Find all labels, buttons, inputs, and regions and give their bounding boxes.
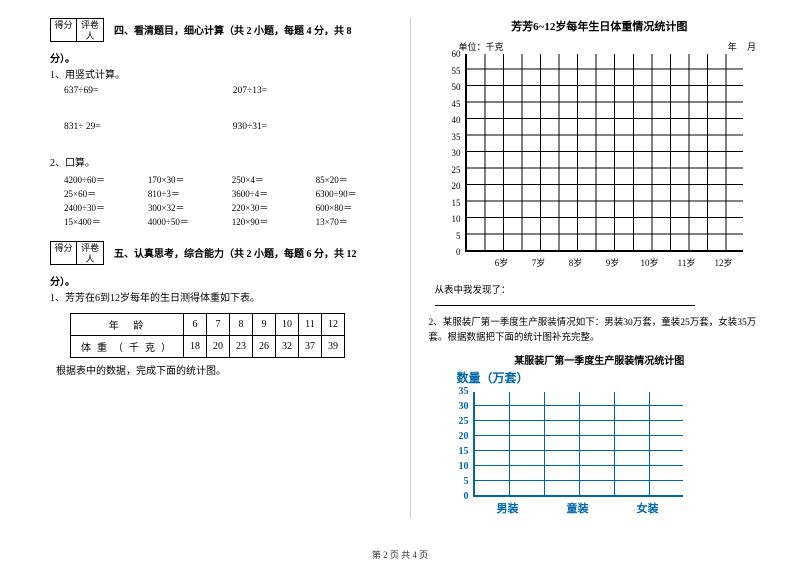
chart2-ytick: 30 bbox=[453, 401, 469, 412]
s5-q2-text: 2、某服装厂第一季度生产服装情况如下：男装30万套，童装25万套，女装35万套。… bbox=[429, 316, 771, 346]
column-divider bbox=[410, 18, 411, 518]
section4-header: 得分 评卷人 四、看清题目，细心计算（共 2 小题，每题 4 分，共 8 bbox=[50, 18, 392, 46]
chart1-ytick: 15 bbox=[443, 198, 461, 208]
observation-line bbox=[435, 296, 695, 306]
grader-label: 评卷人 bbox=[77, 19, 103, 41]
chart2-ytick: 0 bbox=[453, 491, 469, 502]
s4-q2-label: 2、口算。 bbox=[50, 156, 392, 172]
chart2-xtick: 女装 bbox=[637, 500, 659, 516]
score-box-2: 得分 评卷人 bbox=[50, 241, 104, 265]
chart2-xtick: 男装 bbox=[497, 500, 519, 516]
s4-q1-label: 1、用竖式计算。 bbox=[50, 68, 392, 84]
chart2-ytick: 25 bbox=[453, 416, 469, 427]
s4-q1-row1: 637÷69= 207÷13= bbox=[64, 86, 392, 96]
chart1-yearmonth: 年 月 bbox=[728, 40, 760, 53]
chart1-ytick: 40 bbox=[443, 115, 461, 125]
chart1-xtick: 9岁 bbox=[606, 256, 620, 269]
score-label: 得分 bbox=[51, 19, 77, 41]
section4-title: 四、看清题目，细心计算（共 2 小题，每题 4 分，共 8 bbox=[114, 26, 352, 37]
chart1-ytick: 25 bbox=[443, 165, 461, 175]
page-footer: 第 2 页 共 4 页 bbox=[0, 548, 800, 561]
chart1-xtick: 10岁 bbox=[640, 256, 658, 269]
chart2-ytick: 15 bbox=[453, 446, 469, 457]
chart2-ytick: 20 bbox=[453, 431, 469, 442]
weight-table: 年 龄 6 7 8 9 10 11 12 体重（千克） 18 20 23 26 … bbox=[70, 313, 345, 358]
section5-header: 得分 评卷人 五、认真思考，综合能力（共 2 小题，每题 6 分，共 12 bbox=[50, 241, 392, 269]
chart2-ytick: 5 bbox=[453, 476, 469, 487]
chart1-xtick: 11岁 bbox=[678, 256, 696, 269]
chart1-ytick: 50 bbox=[443, 82, 461, 92]
score-box: 得分 评卷人 bbox=[50, 18, 104, 42]
chart1-ytick: 35 bbox=[443, 132, 461, 142]
chart2-ytick: 10 bbox=[453, 461, 469, 472]
chart1-xtick: 8岁 bbox=[569, 256, 583, 269]
chart1-ytick: 0 bbox=[443, 247, 461, 257]
section5-title: 五、认真思考，综合能力（共 2 小题，每题 6 分，共 12 bbox=[114, 249, 357, 260]
chart1-ytick: 5 bbox=[443, 231, 461, 241]
chart1-ytick: 60 bbox=[443, 49, 461, 59]
chart1-xtick: 12岁 bbox=[714, 256, 732, 269]
chart1-grid bbox=[465, 54, 743, 252]
chart2-title: 某服装厂第一季度生产服装情况统计图 bbox=[429, 352, 771, 367]
chart1-ytick: 30 bbox=[443, 148, 461, 158]
chart1-ytick: 45 bbox=[443, 99, 461, 109]
section4-title-cont: 分）。 bbox=[50, 54, 75, 65]
clothing-chart: 0 5 10 15 20 25 30 35 男装 童装 女装 bbox=[429, 388, 771, 518]
weight-chart: 单位：千克 年 月 0 5 10 15 20 25 30 35 40 45 50 55 60 6岁 7岁 8… bbox=[429, 36, 771, 276]
s5-after-table: 根据表中的数据，完成下面的统计图。 bbox=[56, 364, 392, 380]
s4-q1-row2: 831÷ 29= 930÷31= bbox=[64, 122, 392, 132]
chart1-xtick: 6岁 bbox=[495, 256, 509, 269]
section5-title-cont: 分）。 bbox=[50, 277, 75, 288]
chart2-subtitle: 数量（万套） bbox=[457, 369, 771, 386]
chart1-ytick: 10 bbox=[443, 214, 461, 224]
s5-q1-label: 1、芳芳在6到12岁每年的生日测得体重如下表。 bbox=[50, 291, 392, 307]
chart1-title: 芳芳6~12岁每年生日体重情况统计图 bbox=[429, 18, 771, 34]
chart1-xtick: 7岁 bbox=[532, 256, 546, 269]
chart1-unit: 单位：千克 bbox=[459, 40, 504, 53]
chart1-ytick: 55 bbox=[443, 66, 461, 76]
chart2-ytick: 35 bbox=[453, 386, 469, 397]
left-column: 得分 评卷人 四、看清题目，细心计算（共 2 小题，每题 4 分，共 8 分）。… bbox=[50, 18, 392, 518]
right-column: 芳芳6~12岁每年生日体重情况统计图 单位：千克 年 月 0 5 10 15 20 25 3… bbox=[429, 18, 771, 518]
observation: 从表中我发现了： bbox=[435, 282, 771, 306]
chart2-grid bbox=[473, 392, 683, 497]
chart1-ytick: 20 bbox=[443, 181, 461, 191]
chart2-xtick: 童装 bbox=[567, 500, 589, 516]
